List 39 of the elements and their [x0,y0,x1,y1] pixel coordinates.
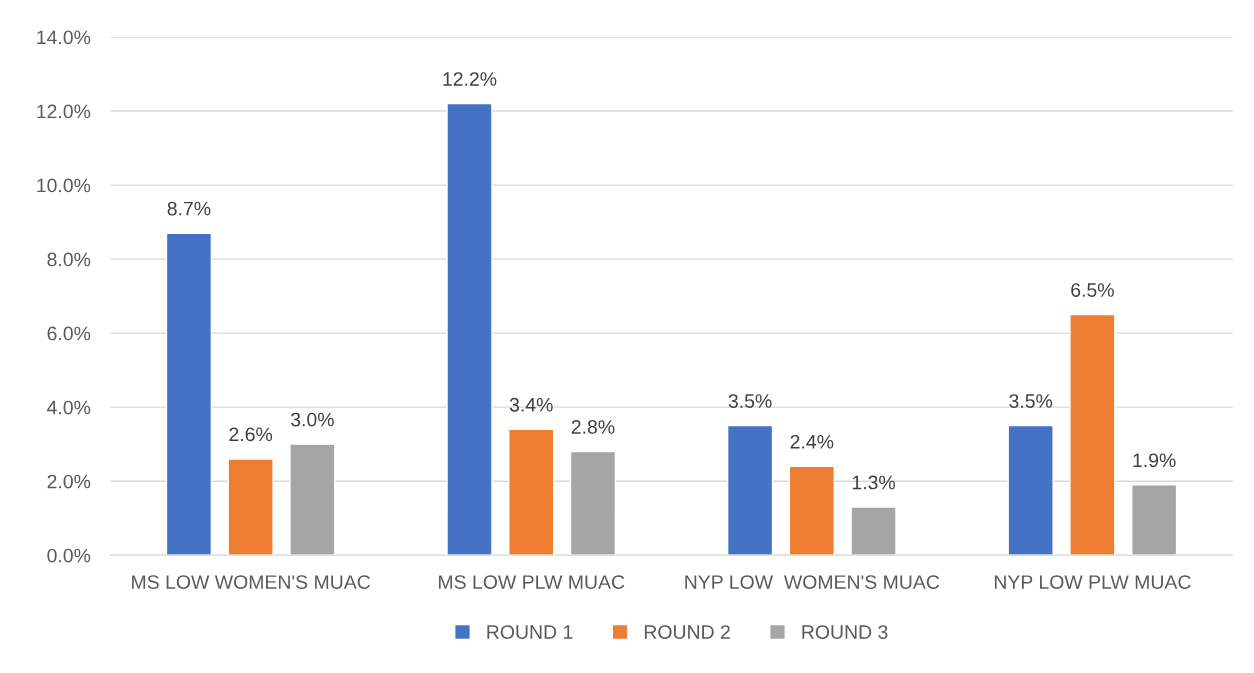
legend-label: ROUND 3 [802,625,888,639]
bar [1069,313,1116,556]
y-tick-label: 0.0% [47,548,91,563]
y-tick-label: 14.0% [37,30,91,45]
data-label: 8.7% [167,201,211,216]
bar [446,102,493,556]
bar [788,465,835,556]
bar [227,458,274,556]
bar [569,450,617,556]
data-label: 1.9% [1133,453,1176,468]
bar [726,424,774,556]
data-label: 1.3% [852,475,896,490]
data-label: 2.6% [229,427,273,442]
x-tick-label: NYP LOW PLW MUAC [994,575,1191,589]
bar [508,428,555,556]
y-tick-label: 6.0% [47,326,91,341]
data-label: 6.5% [1071,283,1114,297]
bar [165,232,213,556]
data-label: 12.2% [443,72,497,86]
data-label: 3.5% [1009,394,1053,408]
data-label: 3.4% [509,397,553,412]
bar [1007,424,1054,556]
y-tick-label: 2.0% [47,474,91,489]
bar [850,506,897,556]
legend-label: ROUND 1 [487,625,573,639]
y-tick-label: 8.0% [47,252,91,267]
data-label: 2.4% [790,434,834,449]
data-label: 3.5% [728,394,772,408]
bar [1130,484,1178,556]
bar [289,443,336,556]
y-tick-label: 4.0% [47,400,91,415]
data-label: 3.0% [290,412,334,427]
legend-label: ROUND 2 [644,625,730,639]
x-tick-label: MS LOW PLW MUAC [439,575,625,589]
data-label: 2.8% [571,420,615,434]
y-tick-label: 12.0% [37,104,91,119]
x-tick-label: MS LOW WOMEN'S MUAC [132,575,371,589]
x-tick-label: NYP LOW WOMEN'S MUAC [685,575,940,589]
y-tick-label: 10.0% [37,178,91,193]
